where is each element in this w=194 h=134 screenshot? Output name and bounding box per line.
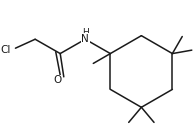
Text: O: O [53, 75, 61, 85]
Text: N: N [81, 34, 89, 44]
Text: H: H [82, 28, 89, 37]
Text: Cl: Cl [1, 44, 11, 55]
